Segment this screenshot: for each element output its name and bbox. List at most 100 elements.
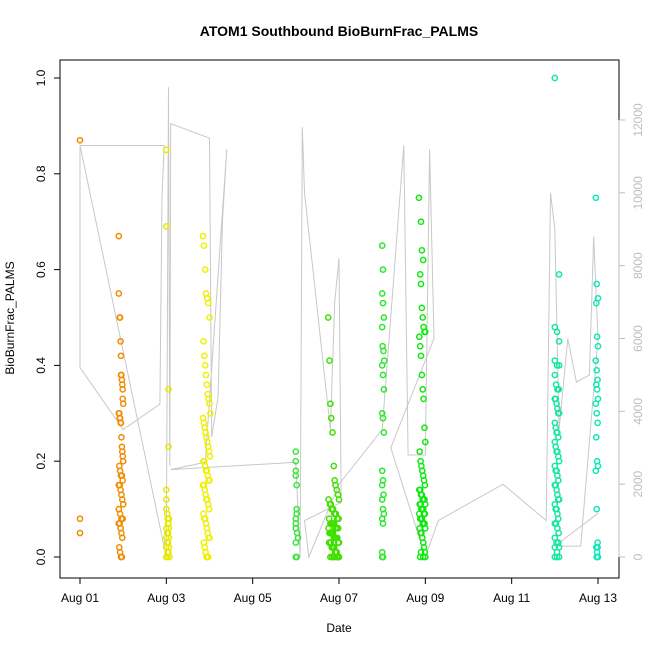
data-point: [292, 457, 300, 465]
series-group: [324, 314, 343, 561]
data-point: [378, 496, 386, 503]
y-tick-label: 0.0: [34, 548, 48, 565]
data-point: [551, 371, 559, 379]
data-point: [330, 462, 338, 470]
data-point: [206, 453, 214, 460]
data-point: [378, 362, 386, 369]
data-point: [119, 386, 127, 393]
data-point: [380, 429, 388, 436]
data-point: [421, 424, 428, 432]
chart-title: ATOM1 Southbound BioBurnFrac_PALMS: [200, 23, 478, 39]
data-point: [594, 419, 601, 427]
data-point: [118, 534, 126, 542]
data-point: [202, 371, 210, 379]
data-point: [327, 400, 334, 408]
data-point: [416, 448, 424, 455]
right-axis-tick-label: 10000: [631, 176, 645, 210]
data-point: [555, 386, 563, 393]
data-point: [593, 386, 601, 393]
data-point: [165, 515, 173, 523]
data-point: [292, 539, 300, 546]
data-point: [416, 342, 424, 350]
data-point: [379, 520, 387, 527]
data-point: [292, 448, 300, 455]
data-point: [415, 194, 423, 202]
data-point: [555, 409, 563, 417]
x-axis-label: Date: [326, 621, 352, 635]
data-point: [594, 544, 601, 551]
data-point: [553, 553, 561, 561]
data-point: [592, 467, 600, 475]
data-point: [162, 223, 170, 230]
data-point: [117, 352, 125, 360]
series-group: [162, 146, 173, 561]
data-point: [335, 553, 343, 561]
data-point: [329, 429, 336, 436]
x-tick-label: Aug 07: [320, 591, 358, 605]
y-axis-label: BioBurnFrac_PALMS: [3, 261, 17, 374]
data-point: [334, 524, 342, 532]
data-point: [118, 553, 126, 561]
data-point: [416, 271, 424, 278]
right-axis-tick-label: 6000: [631, 325, 645, 352]
data-point: [379, 299, 387, 307]
data-point: [201, 362, 209, 369]
data-point: [204, 299, 212, 307]
data-point: [76, 136, 84, 144]
data-point: [593, 333, 601, 341]
y-tick-label: 1.0: [34, 69, 48, 86]
data-point: [119, 477, 127, 484]
data-point: [324, 314, 332, 321]
data-point: [555, 338, 563, 345]
data-point: [417, 352, 425, 360]
data-point: [115, 290, 123, 297]
y-tick-label: 0.4: [34, 357, 48, 374]
data-point: [554, 433, 562, 441]
data-point: [378, 553, 386, 561]
data-point: [555, 271, 563, 278]
data-point: [378, 290, 386, 297]
data-point: [335, 539, 343, 546]
data-point: [119, 400, 127, 408]
series-group: [378, 242, 388, 561]
data-point: [593, 280, 601, 288]
data-point: [162, 146, 170, 154]
data-point: [117, 419, 125, 427]
data-point: [593, 505, 601, 513]
data-point: [206, 477, 213, 484]
data-point: [421, 328, 429, 336]
data-point: [200, 352, 208, 360]
data-point: [201, 266, 209, 273]
data-point: [326, 357, 333, 364]
data-point: [293, 481, 301, 489]
data-point: [203, 381, 211, 388]
data-point: [379, 371, 387, 379]
right-axis-tick-label: 2000: [631, 470, 645, 497]
data-point: [592, 299, 600, 307]
data-point: [292, 472, 300, 479]
data-point: [76, 515, 84, 523]
data-point: [593, 553, 601, 561]
data-point: [379, 414, 387, 422]
data-point: [378, 467, 386, 475]
series-group: [115, 232, 127, 561]
data-point: [378, 481, 386, 489]
data-point: [416, 553, 424, 561]
data-point: [200, 338, 207, 345]
data-point: [418, 247, 426, 254]
x-tick-label: Aug 03: [147, 591, 185, 605]
data-point: [163, 553, 171, 561]
data-point: [419, 314, 427, 321]
data-point: [204, 553, 212, 561]
data-point: [380, 386, 388, 393]
data-point: [117, 338, 124, 345]
data-point: [378, 242, 386, 249]
x-tick-label: Aug 05: [234, 591, 272, 605]
data-point: [335, 496, 343, 503]
series-group: [551, 74, 563, 561]
data-point: [553, 328, 561, 336]
data-point: [594, 342, 602, 350]
data-point: [555, 544, 563, 551]
